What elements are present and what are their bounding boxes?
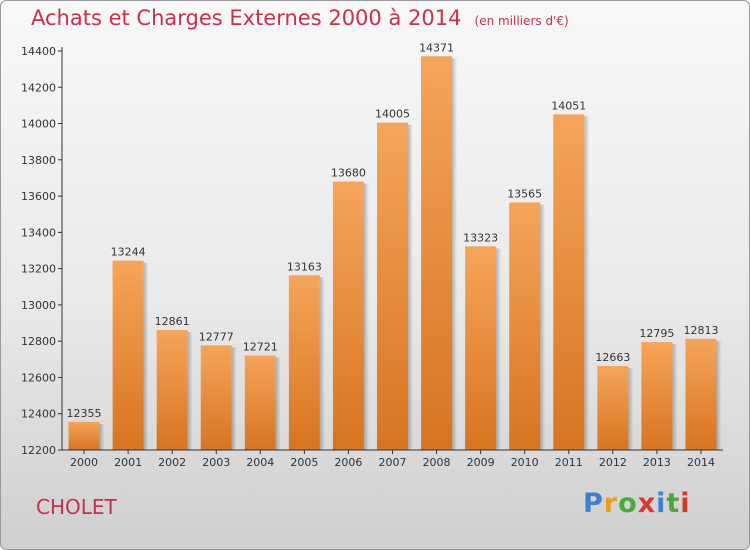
logo-letter: t bbox=[666, 488, 681, 519]
value-label-2009: 13323 bbox=[463, 231, 498, 244]
x-tick-label: 2006 bbox=[334, 456, 362, 469]
bar-2013 bbox=[641, 342, 673, 450]
value-label-2005: 13163 bbox=[287, 260, 322, 273]
logo-letter: o bbox=[618, 488, 638, 519]
bar-2011 bbox=[553, 114, 585, 451]
y-tick-label: 12400 bbox=[21, 408, 56, 421]
x-tick-label: 2000 bbox=[70, 456, 98, 469]
proxiti-logo: Proxiti bbox=[583, 488, 691, 519]
bar-shadow bbox=[99, 423, 105, 450]
value-label-2013: 12795 bbox=[639, 327, 674, 340]
x-tick-label: 2013 bbox=[643, 456, 671, 469]
subtitle-text: (en milliers d'€) bbox=[474, 14, 569, 28]
value-label-2002: 12861 bbox=[155, 315, 190, 328]
bar-2001 bbox=[112, 260, 144, 450]
value-label-2003: 12777 bbox=[199, 330, 234, 343]
bar-2014 bbox=[685, 338, 717, 450]
bar-shadow bbox=[628, 368, 634, 450]
x-tick-label: 2004 bbox=[246, 456, 274, 469]
bar-shadow bbox=[452, 58, 458, 450]
bar-2008 bbox=[421, 56, 453, 450]
bar-shadow bbox=[408, 124, 413, 450]
y-tick-label: 14200 bbox=[21, 81, 56, 94]
x-tick-label: 2014 bbox=[687, 456, 715, 469]
bar-2003 bbox=[200, 345, 232, 450]
value-label-2000: 12355 bbox=[67, 407, 102, 420]
value-label-2001: 13244 bbox=[111, 246, 146, 259]
logo-letter: x bbox=[637, 488, 657, 519]
y-tick-label: 13200 bbox=[21, 263, 56, 276]
value-label-2006: 13680 bbox=[331, 167, 366, 180]
value-label-2010: 13565 bbox=[507, 187, 542, 200]
bar-2010 bbox=[509, 202, 541, 450]
axes-group: 2000 2001 2002 2003 2004 2005 2006 2007 2008 2009… bbox=[21, 45, 723, 469]
y-tick-label: 14400 bbox=[21, 45, 56, 58]
bar-shadow bbox=[584, 116, 590, 451]
bar-2005 bbox=[288, 275, 320, 450]
bar-2012 bbox=[597, 366, 629, 450]
bar-2009 bbox=[465, 246, 497, 450]
x-tick-label: 2002 bbox=[158, 456, 186, 469]
logo-letter: r bbox=[603, 488, 619, 519]
bars-group: 12355 13244 12861 12777 12721 13163 13680 14005… bbox=[67, 41, 722, 451]
value-label-2007: 14005 bbox=[375, 108, 410, 121]
bar-2007 bbox=[377, 122, 408, 450]
chart-title: Achats et Charges Externes 2000 à 2014 (… bbox=[31, 6, 569, 30]
logo-letter: i bbox=[656, 488, 667, 519]
bar-shadow bbox=[363, 183, 369, 450]
x-tick-label: 2008 bbox=[423, 456, 451, 469]
city-name: CHOLET bbox=[36, 495, 117, 519]
x-tick-label: 2005 bbox=[290, 456, 318, 469]
value-label-2014: 12813 bbox=[683, 324, 718, 337]
value-label-2008: 14371 bbox=[419, 41, 454, 54]
bar-shadow bbox=[187, 332, 193, 450]
value-label-2012: 12663 bbox=[595, 351, 630, 364]
bar-2006 bbox=[332, 181, 364, 450]
y-tick-label: 12200 bbox=[21, 444, 56, 457]
bar-shadow bbox=[231, 347, 237, 450]
value-label-2004: 12721 bbox=[243, 341, 278, 354]
y-tick-label: 13800 bbox=[21, 154, 56, 167]
bar-shadow bbox=[496, 248, 502, 450]
x-tick-label: 2010 bbox=[511, 456, 539, 469]
bar-2002 bbox=[156, 330, 188, 450]
bar-shadow bbox=[275, 357, 281, 450]
y-tick-label: 14000 bbox=[21, 118, 56, 131]
bar-shadow bbox=[716, 340, 722, 450]
y-tick-label: 13000 bbox=[21, 299, 56, 312]
x-tick-label: 2003 bbox=[202, 456, 230, 469]
logo-letter: i bbox=[680, 488, 691, 519]
y-tick-label: 12600 bbox=[21, 371, 56, 384]
y-tick-label: 12800 bbox=[21, 335, 56, 348]
title-text: Achats et Charges Externes 2000 à 2014 bbox=[31, 6, 462, 30]
bar-shadow bbox=[540, 204, 546, 450]
x-tick-label: 2011 bbox=[555, 456, 583, 469]
logo-letter: P bbox=[583, 488, 604, 519]
x-tick-label: 2009 bbox=[467, 456, 495, 469]
value-label-2011: 14051 bbox=[551, 99, 586, 112]
bar-shadow bbox=[143, 262, 149, 450]
bar-shadow bbox=[319, 277, 325, 450]
bar-shadow bbox=[672, 344, 678, 450]
y-tick-label: 13400 bbox=[21, 226, 56, 239]
x-tick-label: 2012 bbox=[599, 456, 627, 469]
x-tick-label: 2007 bbox=[379, 456, 407, 469]
y-tick-label: 13600 bbox=[21, 190, 56, 203]
bar-2000 bbox=[68, 421, 100, 450]
bar-2004 bbox=[244, 355, 276, 450]
x-tick-label: 2001 bbox=[114, 456, 142, 469]
